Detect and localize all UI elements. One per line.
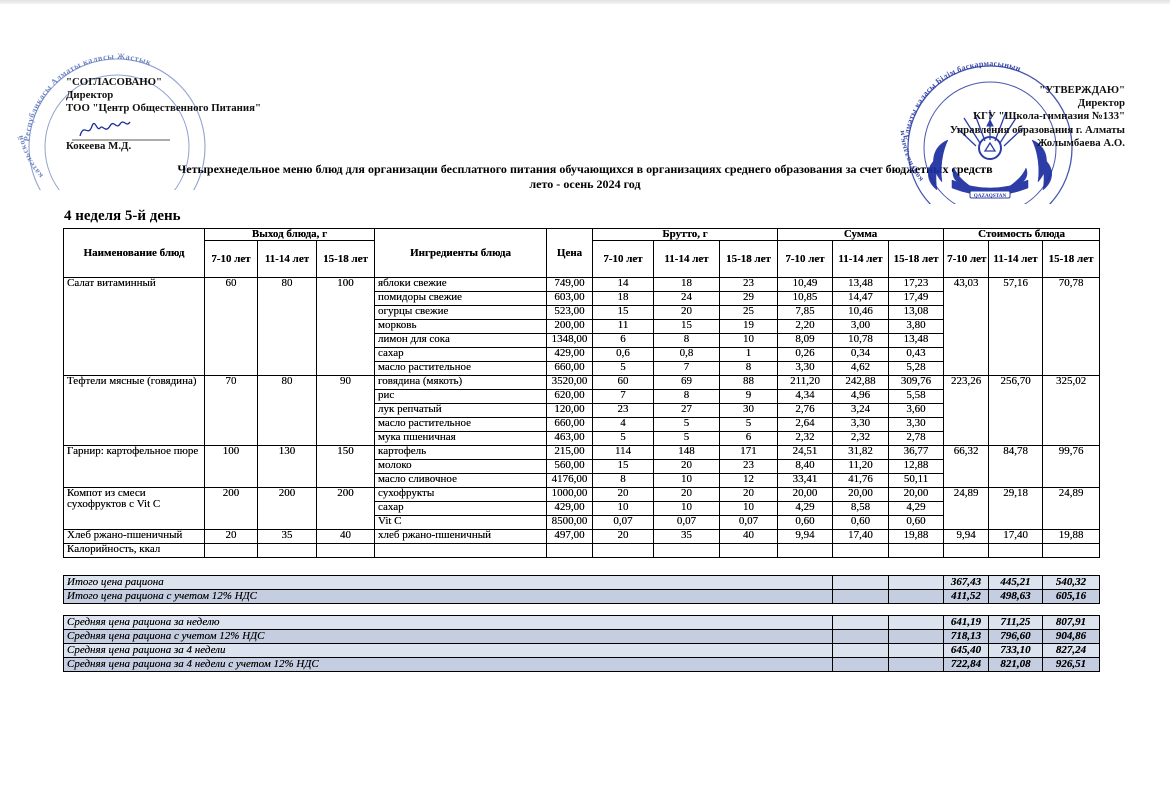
svg-text:QAZAQSTAN: QAZAQSTAN: [974, 193, 1007, 199]
